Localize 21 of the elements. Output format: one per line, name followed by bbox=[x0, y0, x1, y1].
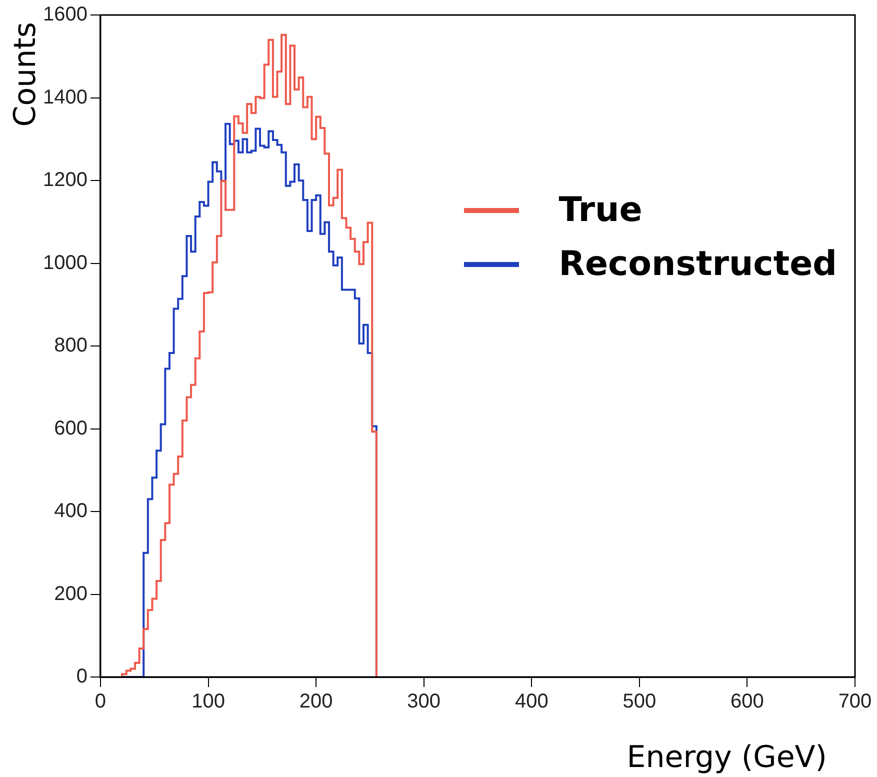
x-tick-label: 500 bbox=[622, 690, 656, 713]
legend-label: True bbox=[558, 190, 642, 230]
x-axis-title: Energy (GeV) bbox=[626, 740, 827, 775]
x-tick-label: 200 bbox=[299, 690, 333, 713]
x-tick-label: 300 bbox=[407, 690, 441, 713]
y-tick-label: 400 bbox=[54, 500, 88, 522]
y-tick-label: 0 bbox=[76, 666, 88, 688]
x-tick-label: 700 bbox=[838, 690, 872, 713]
x-tick-label: 0 bbox=[94, 690, 106, 713]
y-tick-label: 1400 bbox=[42, 86, 88, 108]
y-axis-title: Counts bbox=[8, 22, 43, 127]
x-tick-label: 100 bbox=[192, 690, 225, 713]
y-tick-label: 1000 bbox=[42, 252, 88, 274]
x-tick-label: 600 bbox=[730, 690, 764, 713]
y-tick-label: 1200 bbox=[42, 169, 88, 192]
y-tick-label: 600 bbox=[54, 417, 88, 440]
y-tick-label: 800 bbox=[54, 334, 88, 357]
x-tick-label: 400 bbox=[514, 690, 548, 713]
y-tick-label: 1600 bbox=[42, 4, 88, 26]
y-tick-label: 200 bbox=[54, 582, 88, 605]
legend-label: Reconstructed bbox=[558, 244, 837, 284]
